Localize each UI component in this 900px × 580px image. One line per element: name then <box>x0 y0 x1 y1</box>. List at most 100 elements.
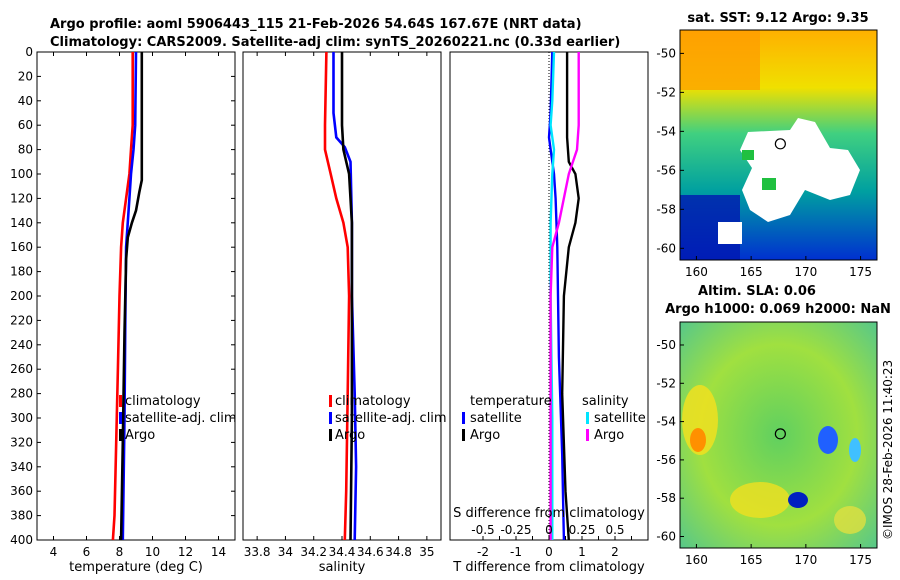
sla-map-blue-eddy <box>818 426 838 454</box>
salinity-legend-label-0: climatology <box>335 394 411 409</box>
sst-map-green-cell-2 <box>742 150 754 160</box>
temperature-legend-label-0: climatology <box>125 394 201 409</box>
difference-legend-label-1: Argo <box>470 428 500 443</box>
sst-map-argo-marker <box>774 138 786 150</box>
salinity-legend-swatch-1 <box>329 412 332 424</box>
difference-xlabel: T difference from climatology <box>452 560 645 575</box>
sla-map-ytick-label-1: -52 <box>656 376 676 390</box>
salinity-xtick-label-2: 34.2 <box>300 545 327 559</box>
difference-s-tick-label-1: -0.25 <box>500 523 531 537</box>
sst-map-panel: sat. SST: 9.12 Argo: 9.35 160 165 170 175 -… <box>656 11 878 279</box>
salinity-xtick-label-1: 34 <box>278 545 293 559</box>
temperature-axes <box>36 51 236 541</box>
difference-s-tick-label-4: 0.5 <box>605 523 624 537</box>
sla-map-xtick-label-1: 165 <box>740 553 763 567</box>
sla-map-ytick-label-4: -58 <box>656 491 676 505</box>
salinity-legend-label-1: satellite-adj. clim <box>335 411 447 426</box>
temperature-xticks: 4 6 8 10 12 14 <box>50 52 226 559</box>
temperature-xtick-label-2: 8 <box>116 545 124 559</box>
sla-map-title: Altim. SLA: 0.06 <box>698 284 816 299</box>
depth-tick-label-6: 120 <box>10 191 33 205</box>
difference-legend-title-temperature: temperature <box>470 394 552 409</box>
difference-legend: temperature salinity satellite Argo satellit… <box>462 394 646 443</box>
depth-tick-label-11: 220 <box>10 313 33 327</box>
difference-legend-label-3: Argo <box>594 428 624 443</box>
difference-legend-label-2: satellite <box>594 411 646 426</box>
depth-tick-label-18: 360 <box>10 484 33 498</box>
depth-tick-label-2: 40 <box>18 94 33 108</box>
difference-s-ticks: -0.5 -0.25 0 0.25 0.5 <box>471 523 624 537</box>
difference-legend-swatch-1 <box>462 429 465 441</box>
sst-map-ytick-label-5: -60 <box>656 241 676 255</box>
credit-text: ©IMOS 28-Feb-2026 11:40:23 <box>881 360 895 540</box>
depth-tick-label-16: 320 <box>10 435 33 449</box>
sst-map-features <box>680 30 860 260</box>
temperature-legend-swatch-1 <box>119 412 122 424</box>
sst-map-title: sat. SST: 9.12 Argo: 9.35 <box>687 11 868 26</box>
depth-tick-label-7: 140 <box>10 216 33 230</box>
depth-tick-label-19: 380 <box>10 509 33 523</box>
sla-map-ytick-label-3: -56 <box>656 453 676 467</box>
salinity-panel: 33.8 34 34.2 34.4 34.6 34.8 35 salinity climat… <box>242 51 447 575</box>
sla-map-argo-marker <box>774 428 786 440</box>
difference-xtick-label-8: 2 <box>611 545 619 559</box>
difference-line-3 <box>549 52 580 540</box>
salinity-xtick-label-6: 35 <box>419 545 434 559</box>
difference-s-tick-label-2: 0 <box>545 523 553 537</box>
sst-map-ytick-label-3: -56 <box>656 163 676 177</box>
sla-map-xtick-label-3: 175 <box>849 553 872 567</box>
difference-xtick-label-6: 1 <box>578 545 586 559</box>
temperature-xtick-label-0: 4 <box>50 545 58 559</box>
depth-tick-label-5: 100 <box>10 167 33 181</box>
sst-map-ytick-label-4: -58 <box>656 202 676 216</box>
sla-map-ytick-label-0: -50 <box>656 338 676 352</box>
sla-map-yellow-blob-3 <box>834 506 866 534</box>
sst-map-xtick-label-0: 160 <box>685 265 708 279</box>
salinity-xtick-label-4: 34.6 <box>357 545 384 559</box>
sla-map-cyan-eddy <box>849 438 861 462</box>
sla-map-subtitle: Argo h1000: 0.069 h2000: NaN <box>665 302 891 317</box>
salinity-legend-label-2: Argo <box>335 428 365 443</box>
sla-map-ytick-label-5: -60 <box>656 530 676 544</box>
depth-tick-label-8: 160 <box>10 240 33 254</box>
salinity-line-0 <box>323 51 351 541</box>
temperature-xtick-label-4: 12 <box>178 545 193 559</box>
depth-tick-label-12: 240 <box>10 338 33 352</box>
temperature-xlabel: temperature (deg C) <box>69 560 203 575</box>
difference-legend-swatch-2 <box>586 412 589 424</box>
depth-tick-label-20: 400 <box>10 533 33 547</box>
temperature-xtick-label-1: 6 <box>83 545 91 559</box>
depth-tick-label-13: 260 <box>10 362 33 376</box>
salinity-legend: climatology satellite-adj. clim Argo <box>329 394 447 443</box>
sst-map-ytick-label-2: -54 <box>656 124 676 138</box>
salinity-curves <box>323 51 358 541</box>
sla-map-yticks: -50 -52 -54 -56 -58 -60 <box>656 338 684 544</box>
salinity-xticks: 33.8 34 34.2 34.4 34.6 34.8 35 <box>244 52 434 559</box>
depth-tick-label-1: 20 <box>18 69 33 83</box>
salinity-xlabel: salinity <box>319 560 366 575</box>
sst-map-ytick-label-0: -50 <box>656 46 676 60</box>
sst-map-xtick-label-1: 165 <box>740 265 763 279</box>
difference-line-1 <box>560 52 580 541</box>
sst-map-green-cell <box>762 178 776 190</box>
difference-xlabel-salinity: S difference from climatology <box>453 506 645 521</box>
sst-map-ytick-label-1: -52 <box>656 85 676 99</box>
difference-legend-swatch-0 <box>462 412 465 424</box>
salinity-legend-swatch-0 <box>329 395 332 407</box>
sst-map-xtick-label-3: 175 <box>849 265 872 279</box>
depth-tick-label-17: 340 <box>10 460 33 474</box>
sst-map-warm-patch <box>680 30 760 90</box>
sla-map-features <box>682 385 866 534</box>
sla-map-blue-eddy-2 <box>788 492 808 508</box>
sla-map-xticks: 160 165 170 175 <box>685 544 872 567</box>
sla-map-xtick-label-2: 170 <box>794 553 817 567</box>
difference-legend-swatch-3 <box>586 429 589 441</box>
sst-map-yticks: -50 -52 -54 -56 -58 -60 <box>656 46 684 255</box>
difference-legend-label-0: satellite <box>470 411 522 426</box>
difference-s-tick-label-0: -0.5 <box>471 523 494 537</box>
sst-map-xticks: 160 165 170 175 <box>685 256 872 279</box>
salinity-legend-swatch-2 <box>329 429 332 441</box>
sla-map-xtick-label-0: 160 <box>685 553 708 567</box>
depth-tick-label-15: 300 <box>10 411 33 425</box>
depth-tick-label-14: 280 <box>10 387 33 401</box>
